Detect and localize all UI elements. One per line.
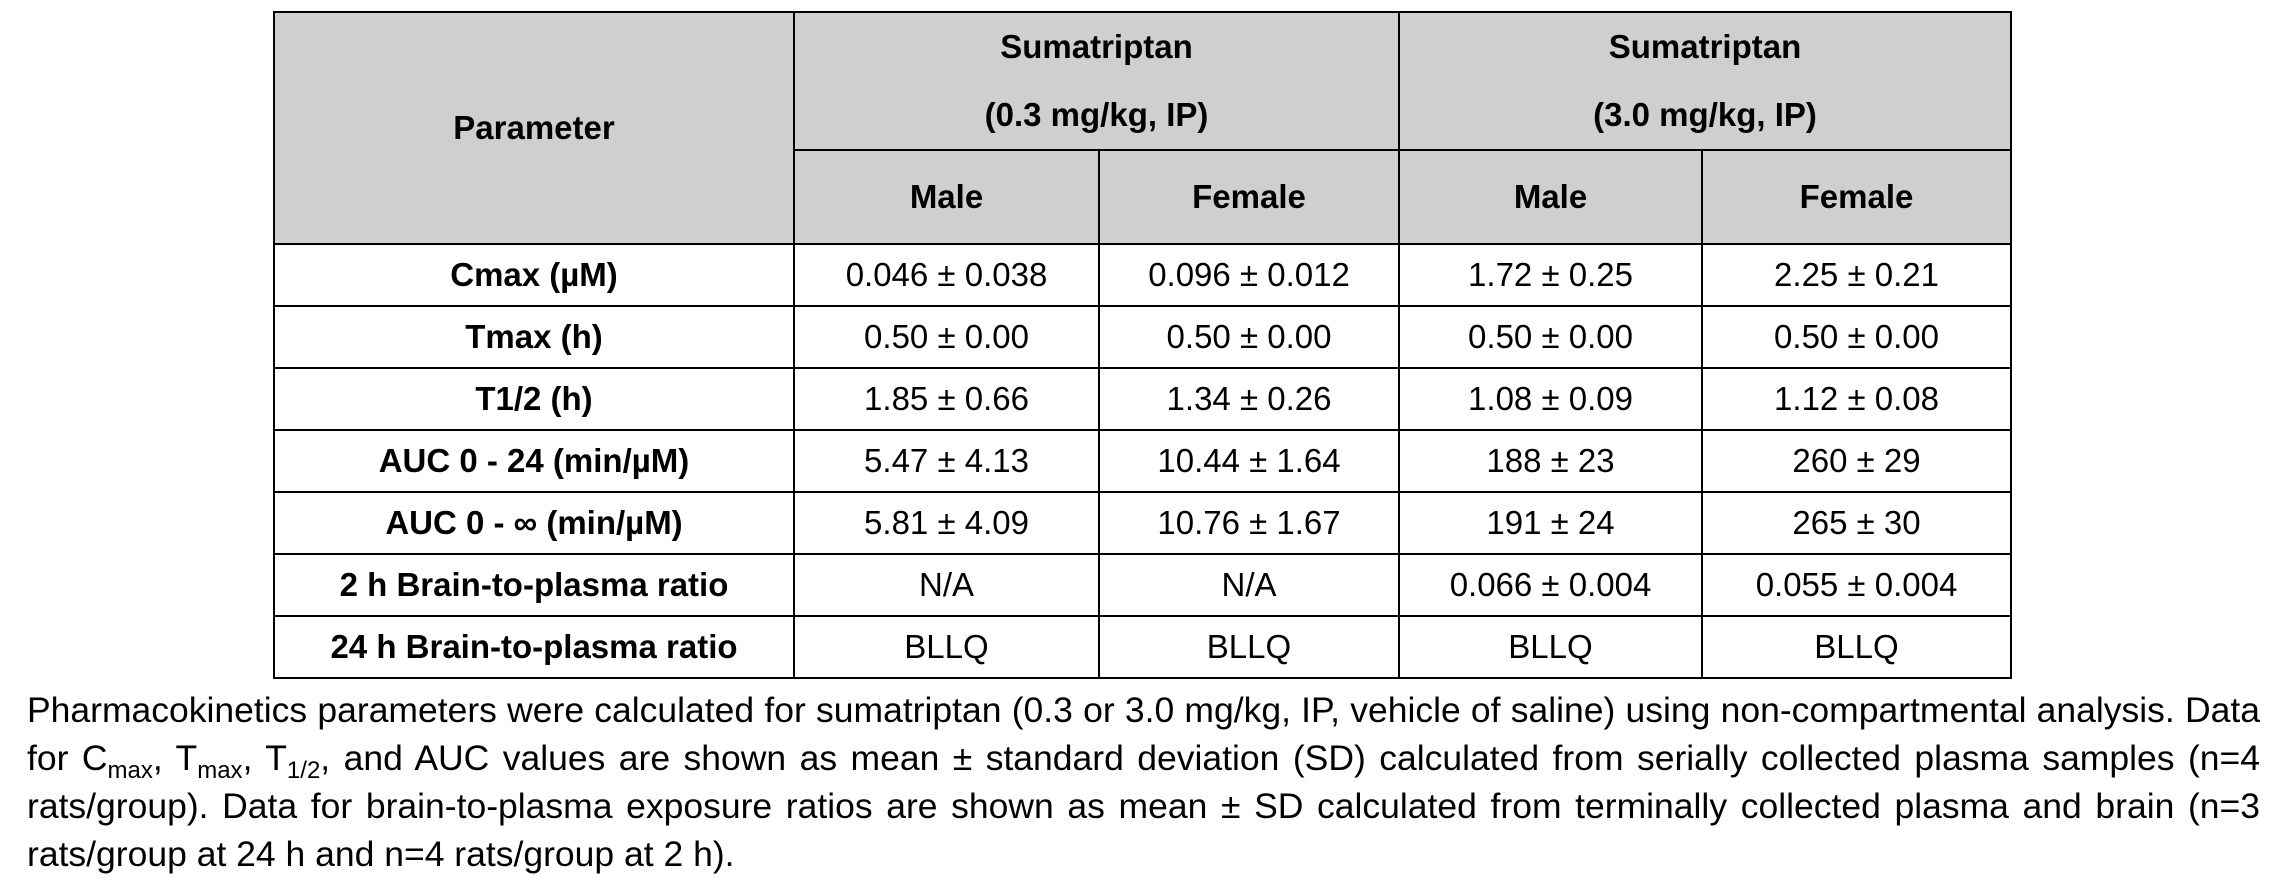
caption-part-1: Pharmacokinetics parameters were calcula… (27, 690, 2260, 778)
caption-part-2: , and AUC values are shown as mean ± sta… (27, 738, 2260, 874)
table-row: AUC 0 - ∞ (min/µM) 5.81 ± 4.09 10.76 ± 1… (273, 491, 2012, 555)
cell-female-3-0: 1.12 ± 0.08 (1701, 367, 2012, 431)
row-parameter: AUC 0 - ∞ (min/µM) (273, 491, 795, 555)
cell-male-3-0: 0.50 ± 0.00 (1398, 305, 1703, 369)
pharmacokinetics-table: Parameter Sumatriptan (0.3 mg/kg, IP) Su… (273, 11, 2012, 679)
cell-male-0-3: 0.046 ± 0.038 (793, 243, 1100, 307)
row-parameter: AUC 0 - 24 (min/µM) (273, 429, 795, 493)
cell-female-0-3: 10.44 ± 1.64 (1098, 429, 1400, 493)
cell-female-0-3: N/A (1098, 553, 1400, 617)
table-row: 24 h Brain-to-plasma ratio BLLQ BLLQ BLL… (273, 615, 2012, 679)
table-row: Tmax (h) 0.50 ± 0.00 0.50 ± 0.00 0.50 ± … (273, 305, 2012, 369)
cell-male-0-3: BLLQ (793, 615, 1100, 679)
header-group-0-3: Sumatriptan (0.3 mg/kg, IP) (793, 11, 1400, 151)
cell-female-0-3: 10.76 ± 1.67 (1098, 491, 1400, 555)
cell-male-3-0: 191 ± 24 (1398, 491, 1703, 555)
table-row: 2 h Brain-to-plasma ratio N/A N/A 0.066 … (273, 553, 2012, 617)
cmax-subscript: max (107, 757, 153, 785)
row-parameter: 24 h Brain-to-plasma ratio (273, 615, 795, 679)
row-parameter: Tmax (h) (273, 305, 795, 369)
cell-male-0-3: N/A (793, 553, 1100, 617)
cell-female-0-3: 0.096 ± 0.012 (1098, 243, 1400, 307)
cell-male-3-0: 188 ± 23 (1398, 429, 1703, 493)
cell-male-0-3: 1.85 ± 0.66 (793, 367, 1100, 431)
tmax-subscript: max (197, 757, 243, 785)
cell-male-0-3: 5.47 ± 4.13 (793, 429, 1100, 493)
group1-dose: (0.3 mg/kg, IP) (984, 96, 1209, 133)
table-row: Cmax (µM) 0.046 ± 0.038 0.096 ± 0.012 1.… (273, 243, 2012, 307)
cell-female-3-0: 2.25 ± 0.21 (1701, 243, 2012, 307)
table-caption: Pharmacokinetics parameters were calcula… (27, 686, 2260, 878)
cell-female-3-0: 0.055 ± 0.004 (1701, 553, 2012, 617)
cell-male-0-3: 5.81 ± 4.09 (793, 491, 1100, 555)
cell-male-3-0: 0.066 ± 0.004 (1398, 553, 1703, 617)
cell-female-0-3: 1.34 ± 0.26 (1098, 367, 1400, 431)
thalf-subscript: 1/2 (286, 757, 321, 785)
table-row: AUC 0 - 24 (min/µM) 5.47 ± 4.13 10.44 ± … (273, 429, 2012, 493)
cell-male-3-0: 1.08 ± 0.09 (1398, 367, 1703, 431)
header-female-3-0: Female (1701, 149, 2012, 245)
table-row: T1/2 (h) 1.85 ± 0.66 1.34 ± 0.26 1.08 ± … (273, 367, 2012, 431)
row-parameter: T1/2 (h) (273, 367, 795, 431)
header-group-3-0: Sumatriptan (3.0 mg/kg, IP) (1398, 11, 2012, 151)
group1-name: Sumatriptan (1000, 28, 1193, 65)
header-male-0-3: Male (793, 149, 1100, 245)
cell-female-3-0: 0.50 ± 0.00 (1701, 305, 2012, 369)
cell-female-0-3: 0.50 ± 0.00 (1098, 305, 1400, 369)
cell-male-0-3: 0.50 ± 0.00 (793, 305, 1100, 369)
row-parameter: 2 h Brain-to-plasma ratio (273, 553, 795, 617)
header-female-0-3: Female (1098, 149, 1400, 245)
header-male-3-0: Male (1398, 149, 1703, 245)
cell-female-0-3: BLLQ (1098, 615, 1400, 679)
row-parameter: Cmax (µM) (273, 243, 795, 307)
cell-male-3-0: BLLQ (1398, 615, 1703, 679)
cell-female-3-0: 265 ± 30 (1701, 491, 2012, 555)
cell-female-3-0: 260 ± 29 (1701, 429, 2012, 493)
cell-female-3-0: BLLQ (1701, 615, 2012, 679)
group2-name: Sumatriptan (1608, 28, 1802, 65)
header-parameter: Parameter (273, 11, 795, 245)
cell-male-3-0: 1.72 ± 0.25 (1398, 243, 1703, 307)
caption-sep-2: , T (242, 738, 287, 778)
caption-sep-1: , T (152, 738, 198, 778)
group2-dose: (3.0 mg/kg, IP) (1593, 96, 1817, 133)
